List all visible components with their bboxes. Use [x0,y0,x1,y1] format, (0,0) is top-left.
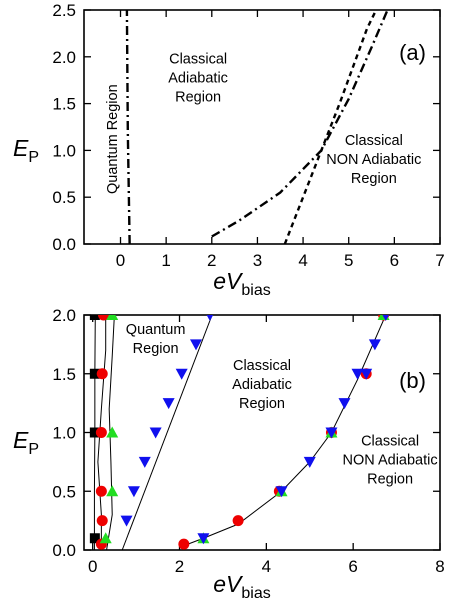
chart-b-circle-marker [98,315,110,321]
chart-b-triangle-down-marker [368,339,381,351]
chart-b-region-label: NON Adiabatic [343,452,438,468]
chart-a-x-tick-label: 7 [435,251,444,270]
chart-b-triangle-up-marker [106,315,119,320]
chart-b-triangle-down-marker [127,486,140,498]
chart-b-triangle-down-marker [175,368,188,380]
chart-a-x-tick-label: 4 [298,251,307,270]
chart-a-y-tick-label: 2.5 [52,1,76,20]
chart-b-square-marker [89,533,100,544]
chart-b-y-tick-label: 2.0 [52,306,76,325]
chart-b-x-tick-label: 8 [435,557,444,576]
chart-a-y-tick-label: 2.0 [52,48,76,67]
chart-b-triangle-down-marker [303,456,316,468]
chart-b-region-label: Classical [361,433,419,449]
chart-b-triangle-down-marker [275,486,288,498]
chart-a-y-tick-label: 0.0 [52,235,76,254]
chart-b-triangle-down-marker [206,315,214,321]
chart-b-x-tick-label: 2 [175,557,184,576]
chart-b-y-tick-label: 0.0 [52,541,76,560]
chart-b-triangle-down-marker [190,339,203,351]
chart-b-triangle-down-marker [351,368,364,380]
chart-b-triangle-down-marker [138,456,151,468]
chart-b-triangle-down-marker [360,368,373,380]
chart-a-x-tick-label: 1 [161,251,170,270]
chart-b-x-axis-label: eVbias [213,571,271,602]
chart-b-y-axis-label: EP [13,427,39,458]
chart-a-region-label: NON Adiabatic [326,152,421,168]
chart-a-panel-label: (a) [399,40,426,65]
chart-b-region-label: Classical [233,358,291,374]
chart-a-region-label: Classical [169,51,227,67]
chart-a-data-layer [125,10,389,244]
chart-b-circle-marker [96,368,108,380]
chart-b-y-tick-label: 1.5 [52,365,76,384]
chart-b-y-tick-label: 0.5 [52,482,76,501]
chart-b-triangle-down-marker [325,427,338,439]
chart-b-circle-marker [96,515,108,527]
chart-b-circle-marker [178,538,190,550]
chart-b-triangle-down-marker [338,398,351,410]
chart-b-panel-label: (b) [399,368,426,393]
panel-a-chart: 0 1 2 3 4 5 6 7 0.0 0.5 1.0 1.5 2.0 2.5 eVbias EP (a) Qua… [13,1,445,299]
chart-b-circle-marker [95,485,107,497]
chart-b-triangle-down-marker [197,533,210,545]
chart-b-circle-marker [95,427,107,438]
chart-b-y-tick-label: 1.0 [52,424,76,443]
chart-a-x-tick-label: 6 [390,251,399,270]
chart-b-region-label: Region [239,396,285,412]
chart-b-square-marker [89,315,100,320]
chart-b-triangle-down-marker [382,315,390,321]
chart-b-triangle-down-marker [120,515,133,527]
chart-b-x-tick-label: 6 [348,557,357,576]
chart-b-region-label: Region [367,471,413,487]
chart-b-x-tick-label: 4 [262,557,271,576]
chart-a-x-tick-label: 3 [253,251,262,270]
chart-b-triangle-up-marker [99,532,112,544]
chart-a-y-axis-label: EP [13,135,39,166]
chart-b-x-tick-label: 0 [88,557,97,576]
chart-a-y-tick-label: 1.0 [52,141,76,160]
chart-a-region-label: Classical [345,133,403,149]
chart-a-region-label: Quantum Region [105,84,121,194]
panel-b-chart: 0 2 4 6 8 0.0 0.5 1.0 1.5 2.0 eVbias EP (b) Quantum Re… [13,306,445,602]
chart-a-boundary-line [211,10,389,238]
chart-a-boundary-line [125,10,131,244]
chart-a-region-label: Region [351,171,397,187]
chart-a-x-tick-label: 0 [116,251,125,270]
chart-b-circle-marker [232,515,244,527]
chart-a-plot-frame [83,9,441,245]
chart-a-boundary-line [283,10,378,244]
chart-b-guide-line [181,315,387,547]
chart-b-region-label: Adiabatic [232,377,292,393]
chart-b-triangle-down-marker [149,427,162,439]
chart-b-square-marker [89,427,100,438]
chart-b-guide-line [121,315,213,550]
chart-a-region-label: Region [175,89,221,105]
chart-a-y-tick-label: 1.5 [52,95,76,114]
chart-b-square-marker [89,368,100,379]
chart-b-triangle-up-marker [106,426,119,438]
chart-b-data-layer [89,315,390,550]
chart-a-y-tick-label: 0.5 [52,188,76,207]
chart-b-triangle-up-marker [106,485,119,497]
chart-a-region-label: Adiabatic [168,70,228,86]
chart-a-x-axis-label: eVbias [213,268,271,299]
chart-a-x-tick-label: 2 [207,251,216,270]
chart-b-triangle-down-marker [162,398,175,410]
chart-b-region-label: Quantum [126,322,186,338]
chart-b-region-label: Region [133,341,179,357]
chart-a-x-tick-label: 5 [344,251,353,270]
